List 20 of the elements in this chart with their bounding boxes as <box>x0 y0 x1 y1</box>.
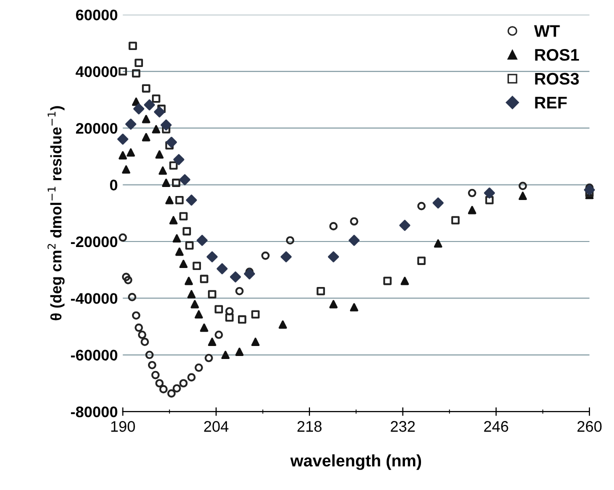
y-tick-label: -80000 <box>70 406 118 418</box>
x-tick-label: 204 <box>204 421 228 432</box>
x-tick-label: 190 <box>111 421 135 432</box>
y-tick-label: 20000 <box>76 122 118 134</box>
y-axis-title: θ (deg cm$^{2}$ dmol$^{−1}$ residue$^{−1}$) <box>48 106 65 320</box>
legend-label: REF <box>535 96 567 108</box>
y-tick-label: -20000 <box>70 236 118 248</box>
x-tick-label: 260 <box>577 421 602 432</box>
y-tick-label: -40000 <box>70 293 118 304</box>
x-tick-label: 218 <box>297 421 322 432</box>
legend-label: ROS1 <box>535 49 579 61</box>
legend-label: ROS3 <box>535 72 579 85</box>
x-tick-label: 232 <box>390 421 415 432</box>
x-axis-title: wavelength (nm) <box>290 454 422 470</box>
y-tick-label: 60000 <box>76 10 118 20</box>
x-tick-label: 246 <box>484 421 508 432</box>
y-tick-label: 40000 <box>76 66 118 78</box>
y-tick-label: 0 <box>110 180 118 190</box>
legend-label: WT <box>534 25 560 37</box>
y-tick-label: -60000 <box>70 350 118 361</box>
